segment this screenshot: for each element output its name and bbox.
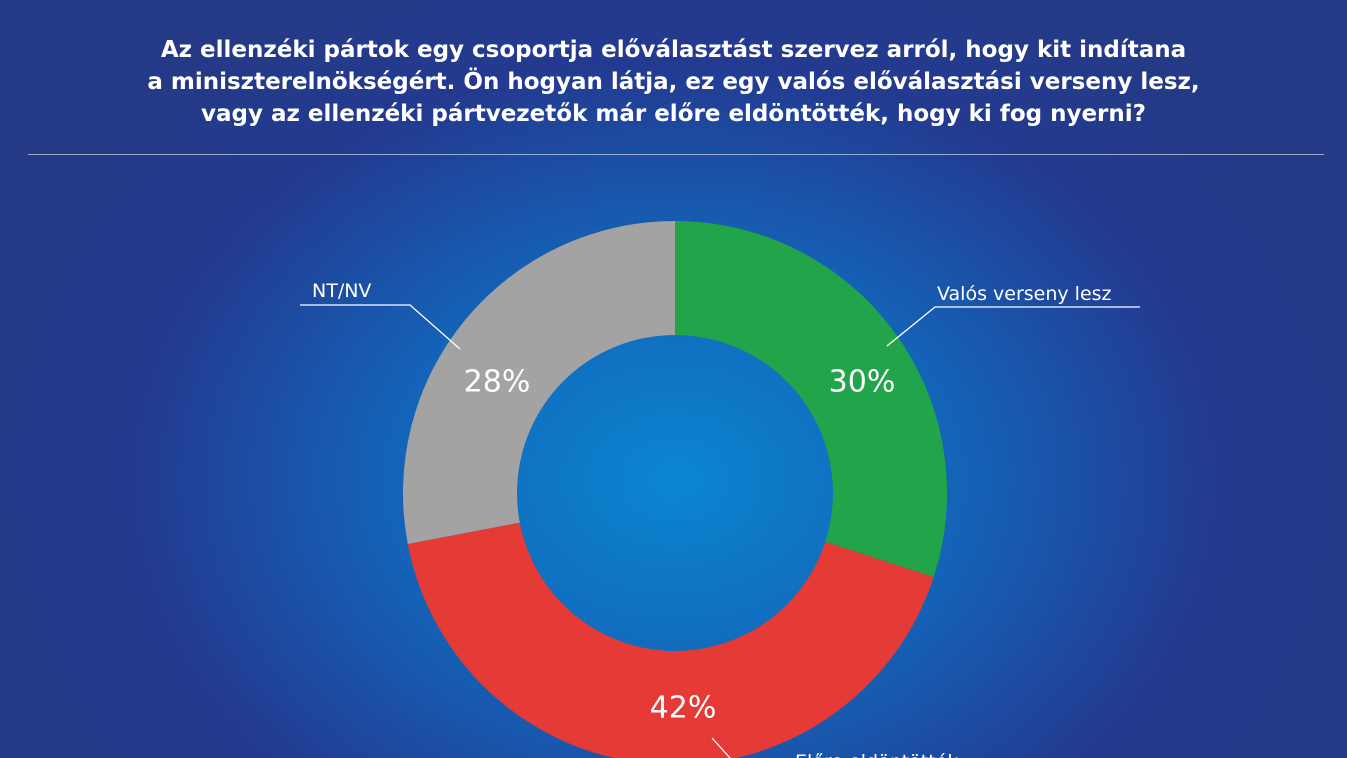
value-label-nt-nv: 28%	[464, 365, 531, 400]
chart-title: Az ellenzéki pártok egy csoportja elővál…	[60, 34, 1287, 130]
title-divider	[28, 154, 1324, 155]
category-label-nt-nv: NT/NV	[312, 280, 371, 302]
title-line-1: Az ellenzéki pártok egy csoportja elővál…	[160, 37, 1187, 63]
slice-elore-eldontottek	[407, 522, 934, 758]
leader-line-elore-eldontottek	[711, 737, 731, 758]
value-label-elore-eldontottek: 42%	[650, 691, 717, 726]
title-line-3: vagy az ellenzéki pártvezetők már előre …	[200, 101, 1147, 127]
category-label-valos-verseny: Valós verseny lesz	[937, 283, 1112, 305]
category-label-elore-eldontottek: Előre eldöntötték	[795, 751, 958, 758]
slice-nt-nv	[403, 221, 675, 544]
leader-line-nt-nv	[300, 304, 461, 350]
leader-line-valos-verseny	[886, 306, 1140, 347]
slice-valos-verseny	[675, 221, 947, 578]
value-label-valos-verseny: 30%	[829, 365, 896, 400]
title-line-2: a miniszterelnökségért. Ön hogyan látja,…	[147, 69, 1200, 95]
